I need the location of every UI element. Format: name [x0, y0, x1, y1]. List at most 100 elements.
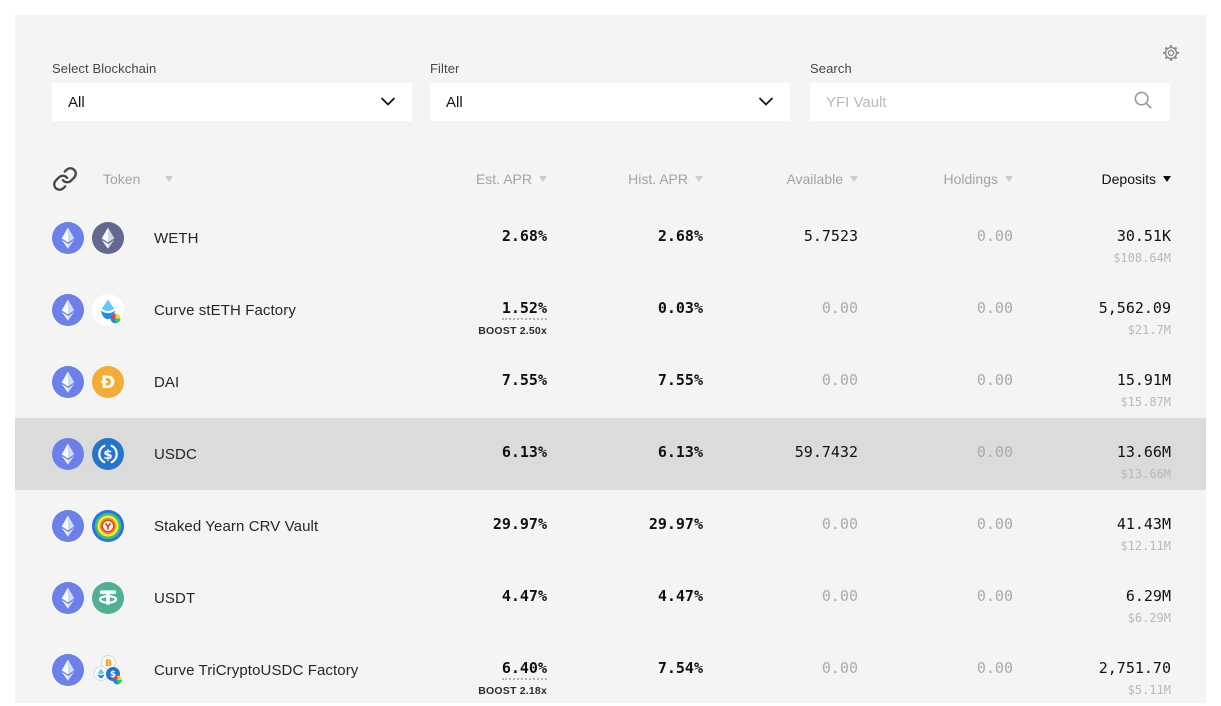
svg-text:Ð: Ð	[101, 373, 115, 393]
header-available-label: Available	[786, 170, 843, 187]
deposits-usd-value: $108.64M	[1113, 251, 1171, 265]
sort-triangle-icon	[165, 176, 174, 182]
header-holdings-label: Holdings	[943, 170, 998, 187]
est-apr-cell: 7.55%	[427, 346, 547, 418]
blockchain-select[interactable]: All	[52, 83, 412, 121]
est-apr-value: 2.68%	[501, 227, 547, 245]
token-cell: Ð DAI	[52, 346, 427, 418]
header-holdings[interactable]: Holdings	[858, 171, 1013, 187]
deposits-cell: 2,751.70 $5.11M	[1013, 634, 1171, 706]
vault-row[interactable]: B $ Curve TriCryptoUSDC Factory 6.40% BOO…	[15, 634, 1206, 706]
holdings-cell: 0.00	[858, 562, 1013, 634]
filter-select[interactable]: All	[430, 83, 790, 121]
holdings-value: 0.00	[976, 587, 1013, 605]
est-apr-value: 4.47%	[501, 587, 547, 605]
search-input[interactable]	[826, 93, 1132, 111]
available-value: 59.7432	[794, 443, 858, 461]
search-box	[810, 83, 1170, 121]
deposits-cell: 6.29M $6.29M	[1013, 562, 1171, 634]
deposits-usd-value: $21.7M	[1127, 323, 1171, 337]
header-est-apr-label: Est. APR	[475, 170, 532, 187]
header-deposits-label: Deposits	[1101, 170, 1156, 187]
hist-apr-value: 0.03%	[657, 299, 703, 317]
vault-row[interactable]: WETH 2.68% 2.68% 5.7523 0.00 30.51K $108…	[15, 202, 1206, 274]
vault-row[interactable]: Staked Yearn CRV Vault 29.97% 29.97% 0.0…	[15, 490, 1206, 562]
token-name: USDC	[154, 445, 197, 463]
token-cell: B $ Curve TriCryptoUSDC Factory	[52, 634, 427, 706]
deposits-value: 15.91M	[1116, 371, 1171, 389]
deposits-value: 5,562.09	[1098, 299, 1171, 317]
vault-row[interactable]: USDT 4.47% 4.47% 0.00 0.00 6.29M $6.29M	[15, 562, 1206, 634]
chevron-down-icon	[380, 93, 396, 111]
chevron-down-icon	[758, 93, 774, 111]
ethereum-chain-icon	[52, 222, 84, 254]
token-name: USDT	[154, 589, 196, 607]
hist-apr-value: 7.54%	[657, 659, 703, 677]
blockchain-selected-value: All	[68, 93, 85, 111]
vault-row[interactable]: Curve stETH Factory 1.52% BOOST 2.50x 0.…	[15, 274, 1206, 346]
token-cell: $ USDC	[52, 418, 427, 490]
available-value: 0.00	[821, 659, 858, 677]
est-apr-value: 6.40%	[501, 659, 547, 680]
available-cell: 5.7523	[703, 202, 858, 274]
dai-token-icon: Ð	[92, 366, 124, 398]
deposits-cell: 13.66M $13.66M	[1013, 418, 1171, 490]
available-value: 0.00	[821, 371, 858, 389]
token-name: DAI	[154, 373, 180, 391]
filter-control: Filter All	[430, 61, 790, 121]
token-name: Staked Yearn CRV Vault	[154, 517, 319, 535]
ethereum-chain-icon	[52, 654, 84, 686]
link-icon[interactable]	[52, 166, 78, 192]
available-cell: 0.00	[703, 634, 858, 706]
token-name: WETH	[154, 229, 199, 247]
deposits-value: 2,751.70	[1098, 659, 1171, 677]
hist-apr-value: 6.13%	[657, 443, 703, 461]
hist-apr-value: 2.68%	[657, 227, 703, 245]
est-apr-cell: 1.52% BOOST 2.50x	[427, 274, 547, 346]
holdings-value: 0.00	[976, 371, 1013, 389]
filter-selected-value: All	[446, 93, 463, 111]
hist-apr-value: 4.47%	[657, 587, 703, 605]
deposits-cell: 41.43M $12.11M	[1013, 490, 1171, 562]
deposits-value: 6.29M	[1125, 587, 1171, 605]
usdt-token-icon	[92, 582, 124, 614]
available-value: 5.7523	[803, 227, 858, 245]
est-apr-cell: 29.97%	[427, 490, 547, 562]
header-available[interactable]: Available	[703, 171, 858, 187]
token-cell: Curve stETH Factory	[52, 274, 427, 346]
hist-apr-cell: 7.55%	[547, 346, 703, 418]
holdings-value: 0.00	[976, 515, 1013, 533]
vault-list-panel: Select Blockchain All Filter All Search	[15, 15, 1206, 703]
available-cell: 59.7432	[703, 418, 858, 490]
token-cell: WETH	[52, 202, 427, 274]
header-token[interactable]: Token	[52, 166, 427, 192]
sort-triangle-icon	[1163, 176, 1171, 182]
hist-apr-cell: 0.03%	[547, 274, 703, 346]
holdings-value: 0.00	[976, 659, 1013, 677]
sort-triangle-icon	[850, 176, 858, 182]
hist-apr-value: 7.55%	[657, 371, 703, 389]
est-apr-value: 29.97%	[492, 515, 547, 533]
tricrypto-token-icon: B $	[92, 654, 124, 686]
available-cell: 0.00	[703, 346, 858, 418]
deposits-value: 41.43M	[1116, 515, 1171, 533]
deposits-cell: 15.91M $15.87M	[1013, 346, 1171, 418]
header-hist-apr[interactable]: Hist. APR	[547, 171, 703, 187]
token-name: Curve TriCryptoUSDC Factory	[154, 661, 359, 679]
sort-triangle-icon	[695, 176, 703, 182]
ethereum-chain-icon	[52, 582, 84, 614]
available-value: 0.00	[821, 299, 858, 317]
header-est-apr[interactable]: Est. APR	[427, 171, 547, 187]
header-token-label: Token	[103, 170, 141, 187]
hist-apr-cell: 6.13%	[547, 418, 703, 490]
weth-token-icon	[92, 222, 124, 254]
vault-row[interactable]: Ð DAI 7.55% 7.55% 0.00 0.00 15.91M $15.8…	[15, 346, 1206, 418]
filter-label: Filter	[430, 61, 460, 76]
vault-row[interactable]: $ USDC 6.13% 6.13% 59.7432 0.00 13.66M $…	[15, 418, 1206, 490]
header-hist-apr-label: Hist. APR	[628, 170, 688, 187]
ycrv-token-icon	[92, 510, 124, 542]
deposits-cell: 5,562.09 $21.7M	[1013, 274, 1171, 346]
header-deposits[interactable]: Deposits	[1013, 171, 1171, 187]
deposits-usd-value: $13.66M	[1120, 467, 1171, 481]
settings-button[interactable]	[1160, 43, 1182, 65]
